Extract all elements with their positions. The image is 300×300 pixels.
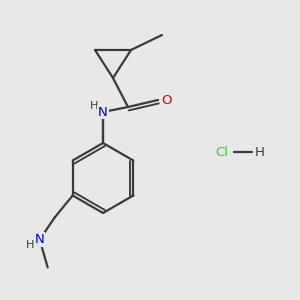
Text: H: H bbox=[255, 146, 265, 158]
Text: N: N bbox=[98, 106, 108, 118]
Text: O: O bbox=[161, 94, 171, 106]
Text: Cl: Cl bbox=[215, 146, 229, 158]
Text: N: N bbox=[35, 233, 45, 246]
Text: H: H bbox=[26, 239, 34, 250]
Text: H: H bbox=[90, 101, 98, 111]
